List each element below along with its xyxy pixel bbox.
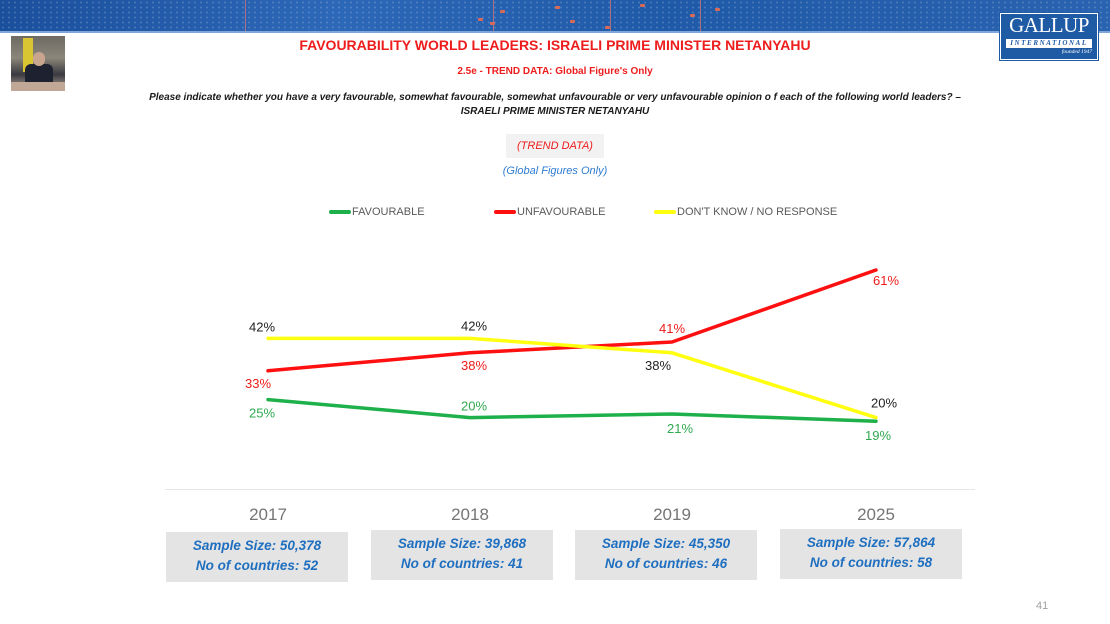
sample-size: Sample Size: 50,378	[192, 538, 322, 553]
legend-label: DON'T KNOW / NO RESPONSE	[677, 206, 838, 218]
banner-divider	[0, 31, 1110, 33]
banner-decoration	[245, 0, 246, 31]
sample-info-2019: Sample Size: 45,350 No of countries: 46	[575, 530, 757, 580]
legend-swatch-green	[329, 210, 351, 214]
trend-data-badge: (TREND DATA)	[506, 134, 604, 158]
global-figures-note: (Global Figures Only)	[502, 165, 608, 177]
country-count: No of countries: 46	[604, 556, 728, 571]
banner-decoration	[610, 0, 611, 31]
data-label-favourable-2025: 19%	[865, 428, 891, 443]
sample-size: Sample Size: 45,350	[601, 536, 731, 551]
banner-decoration	[605, 26, 610, 29]
year-label: 2018	[451, 505, 489, 524]
data-label-dont-know-2025: 20%	[871, 396, 897, 411]
survey-question: Please indicate whether you have a very …	[80, 91, 1030, 119]
legend-swatch-yellow	[654, 210, 676, 214]
banner-decoration	[640, 4, 645, 7]
data-label-unfavourable-2018: 38%	[461, 358, 487, 373]
logo-name: GALLUP	[1009, 13, 1089, 37]
question-subject: ISRAELI PRIME MINISTER NETANYAHU	[460, 106, 650, 117]
data-label-dont-know-2018: 42%	[461, 318, 487, 333]
banner-decoration	[555, 6, 560, 9]
legend-label: FAVOURABLE	[352, 206, 425, 218]
sample-info-2018: Sample Size: 39,868 No of countries: 41	[371, 530, 553, 580]
sample-info-2025: Sample Size: 57,864 No of countries: 58	[780, 529, 962, 579]
data-label-favourable-2019: 21%	[667, 421, 693, 436]
data-label-unfavourable-2025: 61%	[873, 273, 899, 288]
year-label: 2019	[653, 505, 691, 524]
sample-info-2017: Sample Size: 50,378 No of countries: 52	[166, 532, 348, 582]
data-label-unfavourable-2017: 33%	[245, 376, 271, 391]
banner-decoration	[715, 8, 720, 11]
country-count: No of countries: 41	[400, 556, 524, 571]
data-label-favourable-2018: 20%	[461, 399, 487, 414]
legend-swatch-red	[494, 210, 516, 214]
page-number: 41	[1036, 600, 1049, 612]
page-subtitle: 2.5e - TREND DATA: Global Figure's Only	[457, 66, 653, 77]
gallup-logo: GALLUP INTERNATIONAL founded 1947	[1000, 13, 1098, 60]
banner-decoration	[478, 18, 483, 21]
country-count: No of countries: 58	[809, 555, 933, 570]
logo-tagline: INTERNATIONAL	[1006, 39, 1092, 48]
sample-size: Sample Size: 57,864	[806, 535, 936, 550]
data-label-dont-know-2019: 38%	[645, 358, 671, 373]
year-label: 2017	[249, 505, 287, 524]
series-line-favourable	[266, 397, 878, 423]
data-label-unfavourable-2019: 41%	[659, 321, 685, 336]
year-label: 2025	[857, 505, 895, 524]
banner-decoration	[700, 0, 701, 31]
banner-decoration	[570, 20, 575, 23]
header-banner	[0, 0, 1110, 31]
data-label-favourable-2017: 25%	[249, 406, 275, 421]
series-line-dont-know	[266, 336, 878, 420]
series-line-unfavourable	[266, 268, 878, 373]
banner-decoration	[490, 22, 495, 25]
page-title: FAVOURABILITY WORLD LEADERS: ISRAELI PRI…	[299, 37, 811, 53]
data-label-dont-know-2017: 42%	[249, 319, 275, 334]
banner-pattern	[0, 0, 1110, 31]
banner-decoration	[690, 14, 695, 17]
legend-label: UNFAVOURABLE	[517, 206, 606, 218]
banner-decoration	[500, 10, 505, 13]
legend-item-dont-know: DON'T KNOW / NO RESPONSE	[654, 204, 837, 220]
legend-item-unfavourable: UNFAVOURABLE	[494, 204, 605, 220]
x-axis-line	[165, 489, 975, 490]
leader-photo	[11, 36, 65, 91]
question-text: Please indicate whether you have a very …	[149, 92, 961, 103]
legend-item-favourable: FAVOURABLE	[329, 204, 425, 220]
sample-size: Sample Size: 39,868	[397, 536, 527, 551]
logo-founded: founded 1947	[1061, 49, 1092, 55]
country-count: No of countries: 52	[195, 558, 319, 573]
banner-decoration	[493, 0, 494, 31]
